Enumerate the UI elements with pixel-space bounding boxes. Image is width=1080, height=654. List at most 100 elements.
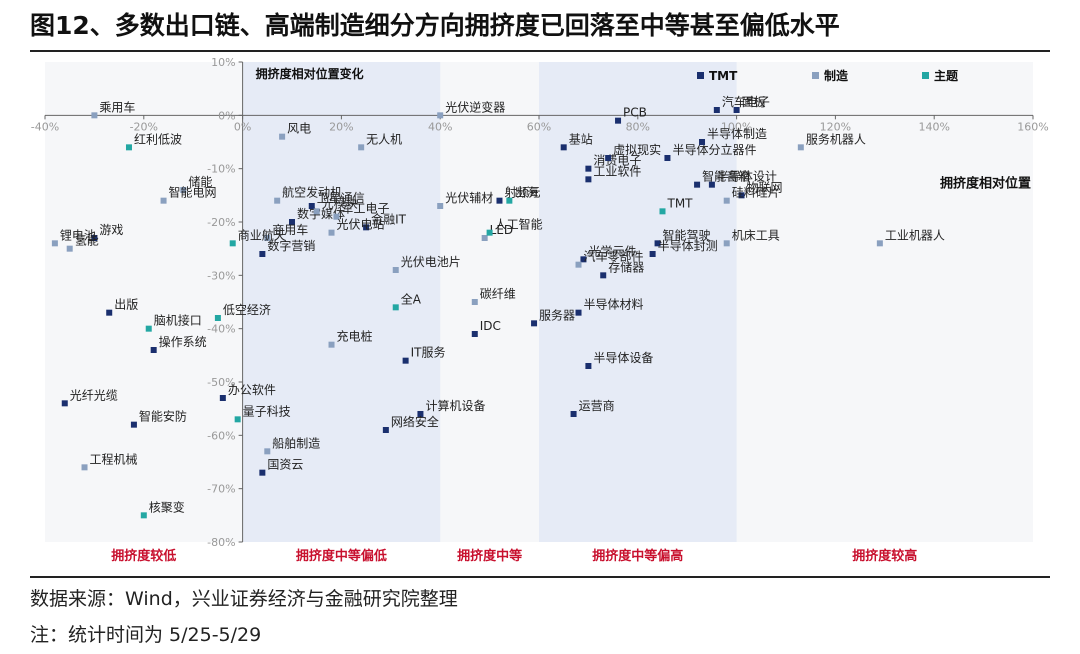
point-工程机械 bbox=[81, 464, 88, 471]
point-label-乘用车: 乘用车 bbox=[99, 99, 135, 114]
point-label-半导体制造: 半导体制造 bbox=[707, 127, 767, 141]
point-智能电网 bbox=[160, 197, 167, 204]
point-label-风电: 风电 bbox=[287, 122, 311, 136]
x-tick-label: 140% bbox=[918, 120, 949, 133]
y-tick-label: -70% bbox=[207, 483, 235, 496]
point-label-IDC: IDC bbox=[480, 319, 501, 333]
scatter-chart: -40% -20% 0% 20% 40% 60% 80% 100% 120% 140% 160% 10… bbox=[31, 56, 1049, 564]
point-label-智能安防: 智能安防 bbox=[139, 409, 187, 424]
legend-swatch-2 bbox=[922, 72, 929, 79]
point-label-储能: 储能 bbox=[188, 174, 212, 189]
point-金融IT bbox=[363, 224, 370, 231]
point-量子科技 bbox=[234, 416, 241, 423]
point-出海 bbox=[506, 197, 513, 204]
point-网络安全 bbox=[382, 427, 389, 433]
point-面板 bbox=[733, 107, 740, 113]
point-基站 bbox=[560, 144, 567, 151]
point-光模块 bbox=[313, 208, 320, 215]
point-label-服务机器人: 服务机器人 bbox=[806, 131, 866, 146]
point-label-办公软件: 办公软件 bbox=[228, 382, 276, 397]
point-label-光学元件: 光学元件 bbox=[588, 243, 636, 258]
point-label-工业软件: 工业软件 bbox=[593, 164, 641, 178]
band-label: 拥挤度中等 bbox=[457, 548, 522, 564]
point-汽车电子 bbox=[713, 107, 720, 113]
point-label-智能电网: 智能电网 bbox=[169, 185, 217, 200]
point-低空经济 bbox=[214, 315, 221, 321]
point-半导体分立器件 bbox=[664, 155, 671, 161]
point-乘用车 bbox=[91, 112, 98, 119]
point-服务器 bbox=[531, 320, 538, 327]
x-tick-label: 60% bbox=[527, 120, 551, 133]
x-tick-label: 40% bbox=[428, 120, 452, 133]
point-服务机器人 bbox=[797, 144, 804, 151]
point-虚拟现实 bbox=[605, 155, 612, 161]
point-光伏电池片 bbox=[392, 267, 399, 273]
point-label-核聚变: 核聚变 bbox=[149, 499, 185, 514]
x-tick-label: 160% bbox=[1017, 120, 1048, 133]
point-label-半导体设备: 半导体设备 bbox=[593, 351, 653, 365]
footnote: 注：统计时间为 5/25-5/29 bbox=[30, 624, 262, 646]
point-半导体设计 bbox=[708, 181, 715, 188]
point-label-PCB: PCB bbox=[623, 106, 647, 120]
legend-label-0: TMT bbox=[709, 69, 738, 83]
y-tick-label: -10% bbox=[207, 163, 235, 176]
y-tick-label: -50% bbox=[207, 376, 235, 389]
point-红利低波 bbox=[125, 144, 132, 151]
point-label-智能音箱: 智能音箱 bbox=[702, 169, 750, 184]
point-label-LED: LED bbox=[490, 223, 514, 237]
x-tick-label: -20% bbox=[130, 120, 158, 133]
point-label-工程机械: 工程机械 bbox=[90, 451, 138, 466]
point-半导体材料 bbox=[575, 309, 582, 316]
y-tick-label: 0% bbox=[218, 109, 235, 122]
point-光伏辅材 bbox=[437, 203, 444, 209]
x-tick-label: 20% bbox=[329, 120, 353, 133]
point-label-游戏: 游戏 bbox=[99, 223, 123, 237]
point-商业航天 bbox=[229, 240, 236, 247]
point-label-智能驾驶: 智能驾驶 bbox=[663, 227, 711, 242]
point-半导体设备 bbox=[585, 363, 592, 369]
point-label-半导体设计: 半导体设计 bbox=[717, 170, 777, 184]
point-label-全A: 全A bbox=[401, 291, 422, 306]
point-label-TMT: TMT bbox=[667, 196, 694, 210]
point-卫星通信 bbox=[308, 203, 315, 209]
point-锂电池 bbox=[51, 240, 58, 247]
point-办公软件 bbox=[219, 395, 226, 401]
point-汽车零部件 bbox=[575, 261, 582, 268]
point-label-船舶制造: 船舶制造 bbox=[272, 435, 320, 450]
point-label-脑机接口: 脑机接口 bbox=[154, 313, 202, 328]
point-label-锂电池: 锂电池 bbox=[60, 227, 96, 242]
bottom-rule bbox=[30, 576, 1050, 578]
x-axis-title: 拥挤度相对位置 bbox=[940, 175, 1031, 191]
point-label-操作系统: 操作系统 bbox=[159, 334, 207, 349]
point-氢能 bbox=[66, 245, 73, 252]
point-碳纤维 bbox=[471, 299, 478, 305]
point-label-服务器: 服务器 bbox=[539, 307, 575, 322]
point-label-工业机器人: 工业机器人 bbox=[885, 228, 945, 242]
point-国资云 bbox=[259, 469, 266, 476]
point-计算机设备 bbox=[417, 411, 424, 417]
point-智能音箱 bbox=[694, 181, 701, 188]
point-label-商业航天: 商业航天 bbox=[238, 227, 286, 242]
point-工业机器人 bbox=[876, 240, 883, 247]
point-label-物联网: 物联网 bbox=[747, 180, 783, 194]
point-存储器 bbox=[600, 272, 607, 279]
point-label-IT服务: IT服务 bbox=[411, 345, 446, 360]
point-label-军工电子: 军工电子 bbox=[341, 202, 389, 216]
band-label: 拥挤度较高 bbox=[852, 548, 917, 564]
point-label-航空发动机: 航空发动机 bbox=[282, 185, 342, 200]
point-label-虚拟现实: 虚拟现实 bbox=[613, 142, 661, 157]
point-光伏逆变器 bbox=[437, 112, 444, 119]
point-label-汽车电子: 汽车电子 bbox=[722, 94, 770, 109]
point-LED bbox=[481, 235, 488, 241]
point-label-出版: 出版 bbox=[114, 298, 138, 312]
point-label-国资云: 国资云 bbox=[267, 458, 303, 472]
point-label-射频元: 射频元 bbox=[504, 185, 540, 200]
y-axis-title: 拥挤度相对位置变化 bbox=[256, 66, 364, 81]
point-label-半导体分立器件: 半导体分立器件 bbox=[672, 142, 756, 157]
legend-swatch-0 bbox=[697, 72, 704, 79]
point-半导体封测 bbox=[649, 251, 656, 257]
point-机床工具 bbox=[723, 240, 730, 247]
shaded-zone-0 bbox=[242, 62, 441, 542]
point-label-充电桩: 充电桩 bbox=[337, 329, 373, 344]
point-label-基站: 基站 bbox=[569, 132, 593, 146]
